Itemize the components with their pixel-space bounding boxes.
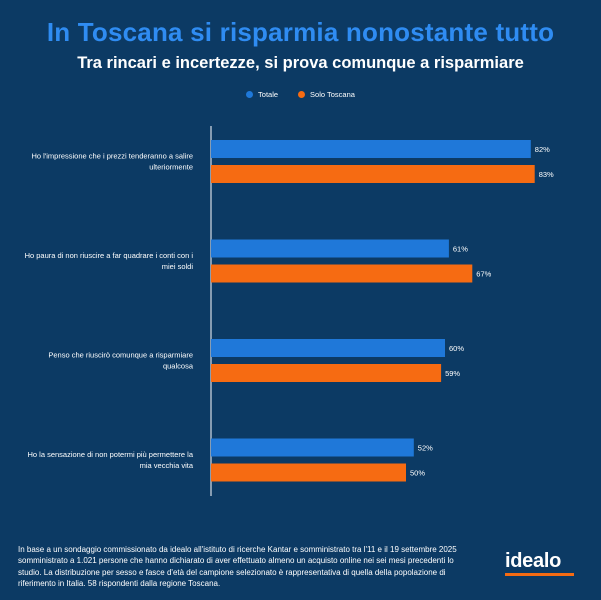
data-label-toscana-3: 59%	[445, 369, 460, 378]
chart-subtitle: Tra rincari e incertezze, si prova comun…	[77, 54, 524, 72]
data-label-totale-2: 61%	[453, 245, 468, 254]
bar-toscana-2	[211, 264, 473, 283]
category-label-2-line-2: miei soldi	[162, 262, 194, 271]
idealo-logo: idealo	[505, 550, 561, 572]
legend: Totale Solo Toscana	[0, 90, 601, 99]
bar-toscana-4	[211, 463, 406, 482]
footnote: In base a un sondaggio commissionato da …	[18, 545, 457, 588]
bar-toscana-1	[211, 165, 535, 183]
category-label-1-line-2: ulteriormente	[149, 163, 193, 172]
bar-toscana-3	[211, 364, 442, 382]
bar-totale-2	[211, 239, 449, 258]
data-label-toscana-2: 67%	[476, 270, 491, 279]
data-label-toscana-4: 50%	[410, 469, 425, 478]
category-label-2-line-1: Ho paura di non riuscire a far quadrare …	[25, 251, 194, 260]
category-label-4-line-1: Ho la sensazione di non potermi più perm…	[27, 450, 193, 459]
legend-item-toscana: Solo Toscana	[298, 90, 355, 99]
data-label-toscana-1: 83%	[539, 170, 554, 179]
category-label-4-line-2: mia vecchia vita	[140, 461, 194, 470]
legend-item-totale: Totale	[246, 90, 278, 99]
data-label-totale-1: 82%	[535, 145, 550, 154]
logo-underline	[505, 573, 574, 576]
legend-swatch-toscana	[298, 91, 306, 98]
category-label-1-line-1: Ho l'impressione che i prezzi tenderanno…	[31, 152, 193, 161]
category-label-3-line-2: qualcosa	[163, 362, 194, 371]
bar-totale-1	[211, 140, 531, 158]
data-label-totale-3: 60%	[449, 344, 464, 353]
legend-label-totale: Totale	[258, 90, 279, 99]
data-label-totale-4: 52%	[418, 444, 433, 453]
chart-title: In Toscana si risparmia nonostante tutto	[46, 17, 555, 47]
bar-totale-4	[211, 438, 414, 457]
legend-label-toscana: Solo Toscana	[310, 90, 355, 99]
bar-totale-3	[211, 339, 445, 357]
legend-swatch-totale	[246, 91, 254, 98]
category-label-3-line-1: Penso che riuscirò comunque a risparmiar…	[48, 351, 193, 360]
